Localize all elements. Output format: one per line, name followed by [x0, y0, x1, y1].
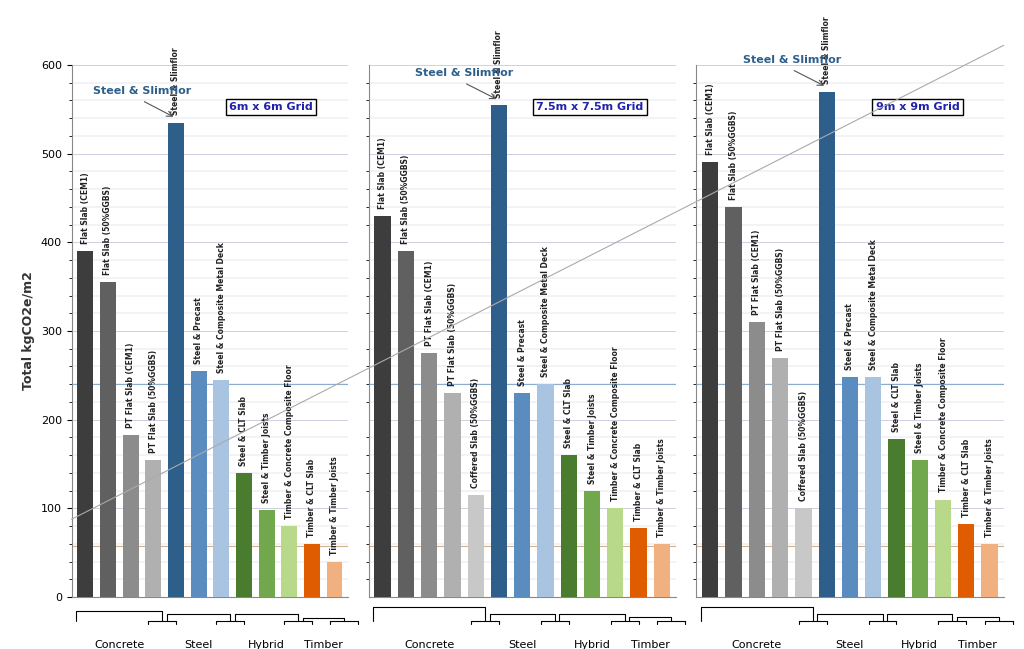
Bar [865, 377, 882, 597]
Text: Flat Slab (CEM1): Flat Slab (CEM1) [81, 173, 90, 244]
Text: Steel & Slimflor: Steel & Slimflor [742, 55, 841, 65]
Text: Timber & Concrete Composite Floor: Timber & Concrete Composite Floor [939, 337, 947, 493]
Text: Concrete: Concrete [404, 640, 455, 649]
Text: Hybrid: Hybrid [573, 640, 610, 649]
Text: Steel: Steel [508, 640, 537, 649]
Bar [327, 561, 342, 597]
Bar [514, 393, 530, 597]
Text: 6m x 6m Grid: 6m x 6m Grid [229, 102, 312, 112]
Text: Timber & Concrete Composite Floor: Timber & Concrete Composite Floor [285, 364, 294, 519]
Bar [397, 251, 414, 597]
Text: Steel & Precast: Steel & Precast [846, 303, 854, 370]
Text: Steel: Steel [184, 640, 213, 649]
Text: Steel & Timber Joists: Steel & Timber Joists [262, 413, 271, 503]
Bar [100, 282, 116, 597]
Text: Flat Slab (CEM1): Flat Slab (CEM1) [706, 84, 715, 155]
Text: Steel & CLT Slab: Steel & CLT Slab [240, 396, 249, 466]
Text: 7.5m x 7.5m Grid: 7.5m x 7.5m Grid [537, 102, 643, 112]
Text: Steel & Composite Metal Deck: Steel & Composite Metal Deck [217, 242, 225, 373]
Text: Timber: Timber [304, 640, 343, 649]
Bar [935, 500, 951, 597]
Text: Steel & Slimflor: Steel & Slimflor [495, 30, 504, 98]
Bar [538, 384, 554, 597]
Bar [958, 524, 975, 597]
Text: Flat Slab (50%GGBS): Flat Slab (50%GGBS) [401, 154, 411, 244]
Y-axis label: Total kgCO2e/m2: Total kgCO2e/m2 [23, 271, 35, 391]
Bar [421, 353, 437, 597]
Text: Timber & Timber Joists: Timber & Timber Joists [657, 438, 667, 537]
Text: PT Flat Slab (CEM1): PT Flat Slab (CEM1) [753, 230, 761, 315]
Bar [653, 544, 670, 597]
Text: Steel & CLT Slab: Steel & CLT Slab [892, 362, 901, 432]
Bar [772, 358, 788, 597]
Text: Timber: Timber [631, 640, 670, 649]
Text: Steel & Timber Joists: Steel & Timber Joists [588, 393, 597, 484]
Text: Flat Slab (CEM1): Flat Slab (CEM1) [378, 137, 387, 208]
Bar [796, 508, 811, 597]
Text: Steel & Slimflor: Steel & Slimflor [171, 48, 180, 116]
Text: Steel & Slimflor: Steel & Slimflor [822, 17, 831, 84]
Bar [561, 455, 577, 597]
Text: Steel & Composite Metal Deck: Steel & Composite Metal Deck [868, 239, 878, 370]
Text: Steel & Timber Joists: Steel & Timber Joists [915, 362, 925, 452]
Text: Timber & Timber Joists: Timber & Timber Joists [985, 438, 994, 537]
Text: Flat Slab (50%GGBS): Flat Slab (50%GGBS) [103, 186, 113, 275]
Text: Timber & CLT Slab: Timber & CLT Slab [307, 458, 316, 537]
Bar [818, 92, 835, 597]
Bar [375, 215, 391, 597]
Bar [282, 526, 297, 597]
Text: 9m x 9m Grid: 9m x 9m Grid [876, 102, 959, 112]
Bar [607, 508, 624, 597]
Bar [145, 459, 161, 597]
Bar [584, 491, 600, 597]
Text: Timber: Timber [958, 640, 997, 649]
Bar [444, 393, 461, 597]
Bar [236, 473, 252, 597]
Bar [490, 104, 507, 597]
Text: Flat Slab (50%GGBS): Flat Slab (50%GGBS) [729, 110, 738, 200]
Bar [304, 544, 319, 597]
Text: Coffered Slab (50%GGBS): Coffered Slab (50%GGBS) [799, 391, 808, 501]
Text: Concrete: Concrete [732, 640, 782, 649]
Bar [911, 459, 928, 597]
Text: Hybrid: Hybrid [248, 640, 285, 649]
Bar [123, 435, 138, 597]
Bar [981, 544, 997, 597]
Text: Concrete: Concrete [94, 640, 144, 649]
Text: PT Flat Slab (50%GGBS): PT Flat Slab (50%GGBS) [148, 349, 158, 452]
Text: Steel & Slimflor: Steel & Slimflor [93, 86, 191, 96]
Text: Steel & Precast: Steel & Precast [518, 319, 526, 386]
Text: Steel: Steel [836, 640, 864, 649]
Bar [702, 162, 719, 597]
Text: Timber & Concrete Composite Floor: Timber & Concrete Composite Floor [611, 347, 620, 501]
Text: PT Flat Slab (CEM1): PT Flat Slab (CEM1) [425, 261, 433, 346]
Bar [889, 439, 904, 597]
Text: Timber & CLT Slab: Timber & CLT Slab [962, 439, 971, 517]
Text: Hybrid: Hybrid [901, 640, 938, 649]
Text: Steel & CLT Slab: Steel & CLT Slab [564, 378, 573, 448]
Bar [213, 380, 229, 597]
Bar [842, 377, 858, 597]
Text: Coffered Slab (50%GGBS): Coffered Slab (50%GGBS) [471, 378, 480, 488]
Text: Steel & Slimflor: Steel & Slimflor [415, 68, 513, 79]
Text: Steel & Composite Metal Deck: Steel & Composite Metal Deck [541, 246, 550, 377]
Bar [749, 322, 765, 597]
Bar [168, 123, 184, 597]
Text: PT Flat Slab (CEM1): PT Flat Slab (CEM1) [126, 342, 135, 428]
Bar [631, 528, 647, 597]
Text: Timber & CLT Slab: Timber & CLT Slab [634, 443, 643, 520]
Bar [78, 251, 93, 597]
Text: Steel & Precast: Steel & Precast [195, 297, 203, 364]
Bar [468, 495, 483, 597]
Bar [725, 207, 741, 597]
Text: PT Flat Slab (50%GGBS): PT Flat Slab (50%GGBS) [447, 283, 457, 386]
Text: PT Flat Slab (50%GGBS): PT Flat Slab (50%GGBS) [775, 247, 784, 350]
Bar [190, 371, 207, 597]
Bar [259, 510, 274, 597]
Text: Timber & Timber Joists: Timber & Timber Joists [330, 456, 339, 554]
